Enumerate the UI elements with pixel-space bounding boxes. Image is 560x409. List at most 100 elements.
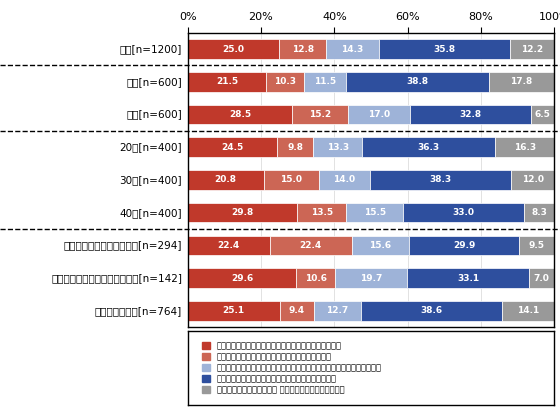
Text: 12.7: 12.7 (326, 306, 348, 315)
Bar (188, 39, 279, 59)
Text: 17.0: 17.0 (368, 110, 390, 119)
Bar (296, 268, 335, 288)
Text: 12.8: 12.8 (292, 45, 314, 54)
Bar (489, 72, 554, 92)
Bar (409, 236, 519, 255)
Text: 12.0: 12.0 (522, 175, 544, 184)
Bar (314, 137, 362, 157)
Bar (348, 105, 410, 124)
Text: 32.8: 32.8 (459, 110, 482, 119)
Bar (335, 268, 407, 288)
Bar (347, 203, 403, 222)
Text: 33.0: 33.0 (453, 208, 475, 217)
Text: 24.5: 24.5 (221, 143, 244, 152)
Text: 20代[n=400]: 20代[n=400] (119, 142, 182, 152)
Bar (403, 203, 524, 222)
Text: 40代[n=400]: 40代[n=400] (119, 208, 182, 218)
Text: 小学生以下の子どもがいる[n=294]: 小学生以下の子どもがいる[n=294] (63, 240, 182, 250)
Text: 9.8: 9.8 (287, 143, 304, 152)
Text: 38.3: 38.3 (430, 175, 451, 184)
Text: 7.0: 7.0 (534, 274, 549, 283)
Bar (304, 72, 347, 92)
Bar (188, 137, 277, 157)
Text: 29.6: 29.6 (231, 274, 253, 283)
Bar (407, 268, 529, 288)
Bar (279, 301, 314, 321)
Bar (297, 203, 347, 222)
Bar (292, 105, 348, 124)
Text: 16.3: 16.3 (514, 143, 536, 152)
Bar (326, 39, 379, 59)
Text: 33.1: 33.1 (457, 274, 479, 283)
Text: 13.3: 13.3 (326, 143, 349, 152)
Bar (314, 301, 361, 321)
Bar (370, 170, 511, 190)
Text: 14.1: 14.1 (517, 306, 539, 315)
Text: 中学生以上の子どもだけがいる[n=142]: 中学生以上の子どもだけがいる[n=142] (51, 273, 182, 283)
Text: 29.8: 29.8 (231, 208, 253, 217)
Bar (379, 39, 510, 59)
Bar (361, 301, 502, 321)
Bar (502, 301, 554, 321)
Text: 28.5: 28.5 (229, 110, 251, 119)
Text: 20.8: 20.8 (214, 175, 237, 184)
Bar (519, 236, 554, 255)
Text: 19.7: 19.7 (360, 274, 382, 283)
Text: 14.0: 14.0 (334, 175, 356, 184)
Bar (270, 236, 352, 255)
Text: 15.5: 15.5 (364, 208, 386, 217)
Text: 6.5: 6.5 (535, 110, 550, 119)
Text: 10.3: 10.3 (274, 77, 296, 86)
Text: 13.5: 13.5 (311, 208, 333, 217)
Bar (352, 236, 409, 255)
Text: 9.4: 9.4 (289, 306, 305, 315)
Bar (188, 236, 270, 255)
Text: 21.5: 21.5 (216, 77, 238, 86)
Text: 15.6: 15.6 (370, 241, 391, 250)
Text: 22.4: 22.4 (300, 241, 322, 250)
Text: 女性[n=600]: 女性[n=600] (126, 110, 182, 119)
Legend: 東日本大震災以前から積極的に行い、現在も行っている, 東日本大震災後に積極的に行い、現在も行っている, 東日本大震災後しばらくは積極的には行ったが、今はあまり行: 東日本大震災以前から積極的に行い、現在も行っている, 東日本大震災後に積極的に行… (199, 339, 384, 397)
Bar (524, 203, 555, 222)
Bar (319, 170, 370, 190)
Text: 25.0: 25.0 (222, 45, 245, 54)
Text: 15.0: 15.0 (281, 175, 302, 184)
Bar (267, 72, 304, 92)
Text: 15.2: 15.2 (309, 110, 331, 119)
Text: 全体[n=1200]: 全体[n=1200] (120, 44, 182, 54)
Bar (410, 105, 530, 124)
Text: 38.8: 38.8 (407, 77, 428, 86)
Text: 22.4: 22.4 (217, 241, 240, 250)
Bar (529, 268, 554, 288)
Text: 36.3: 36.3 (418, 143, 440, 152)
Bar (347, 72, 489, 92)
Bar (277, 137, 314, 157)
Text: 11.5: 11.5 (314, 77, 337, 86)
Text: 25.1: 25.1 (222, 306, 245, 315)
Text: 30代[n=400]: 30代[n=400] (119, 175, 182, 185)
Bar (188, 170, 264, 190)
Text: 8.3: 8.3 (531, 208, 548, 217)
Bar (362, 137, 496, 157)
Text: 14.3: 14.3 (342, 45, 363, 54)
Text: 35.8: 35.8 (433, 45, 455, 54)
Text: 29.9: 29.9 (453, 241, 475, 250)
Bar (510, 39, 555, 59)
Text: 男性[n=600]: 男性[n=600] (126, 77, 182, 87)
Bar (188, 72, 267, 92)
Bar (530, 105, 554, 124)
Bar (188, 268, 296, 288)
Text: 17.8: 17.8 (510, 77, 533, 86)
Bar (264, 170, 319, 190)
Text: 38.6: 38.6 (421, 306, 442, 315)
Text: 子どもはいない[n=764]: 子どもはいない[n=764] (95, 306, 182, 316)
Text: 9.5: 9.5 (528, 241, 544, 250)
Text: 10.6: 10.6 (305, 274, 326, 283)
Bar (511, 170, 555, 190)
Bar (188, 203, 297, 222)
Text: 12.2: 12.2 (521, 45, 543, 54)
Bar (188, 105, 292, 124)
Bar (279, 39, 326, 59)
Bar (188, 301, 279, 321)
Bar (496, 137, 555, 157)
